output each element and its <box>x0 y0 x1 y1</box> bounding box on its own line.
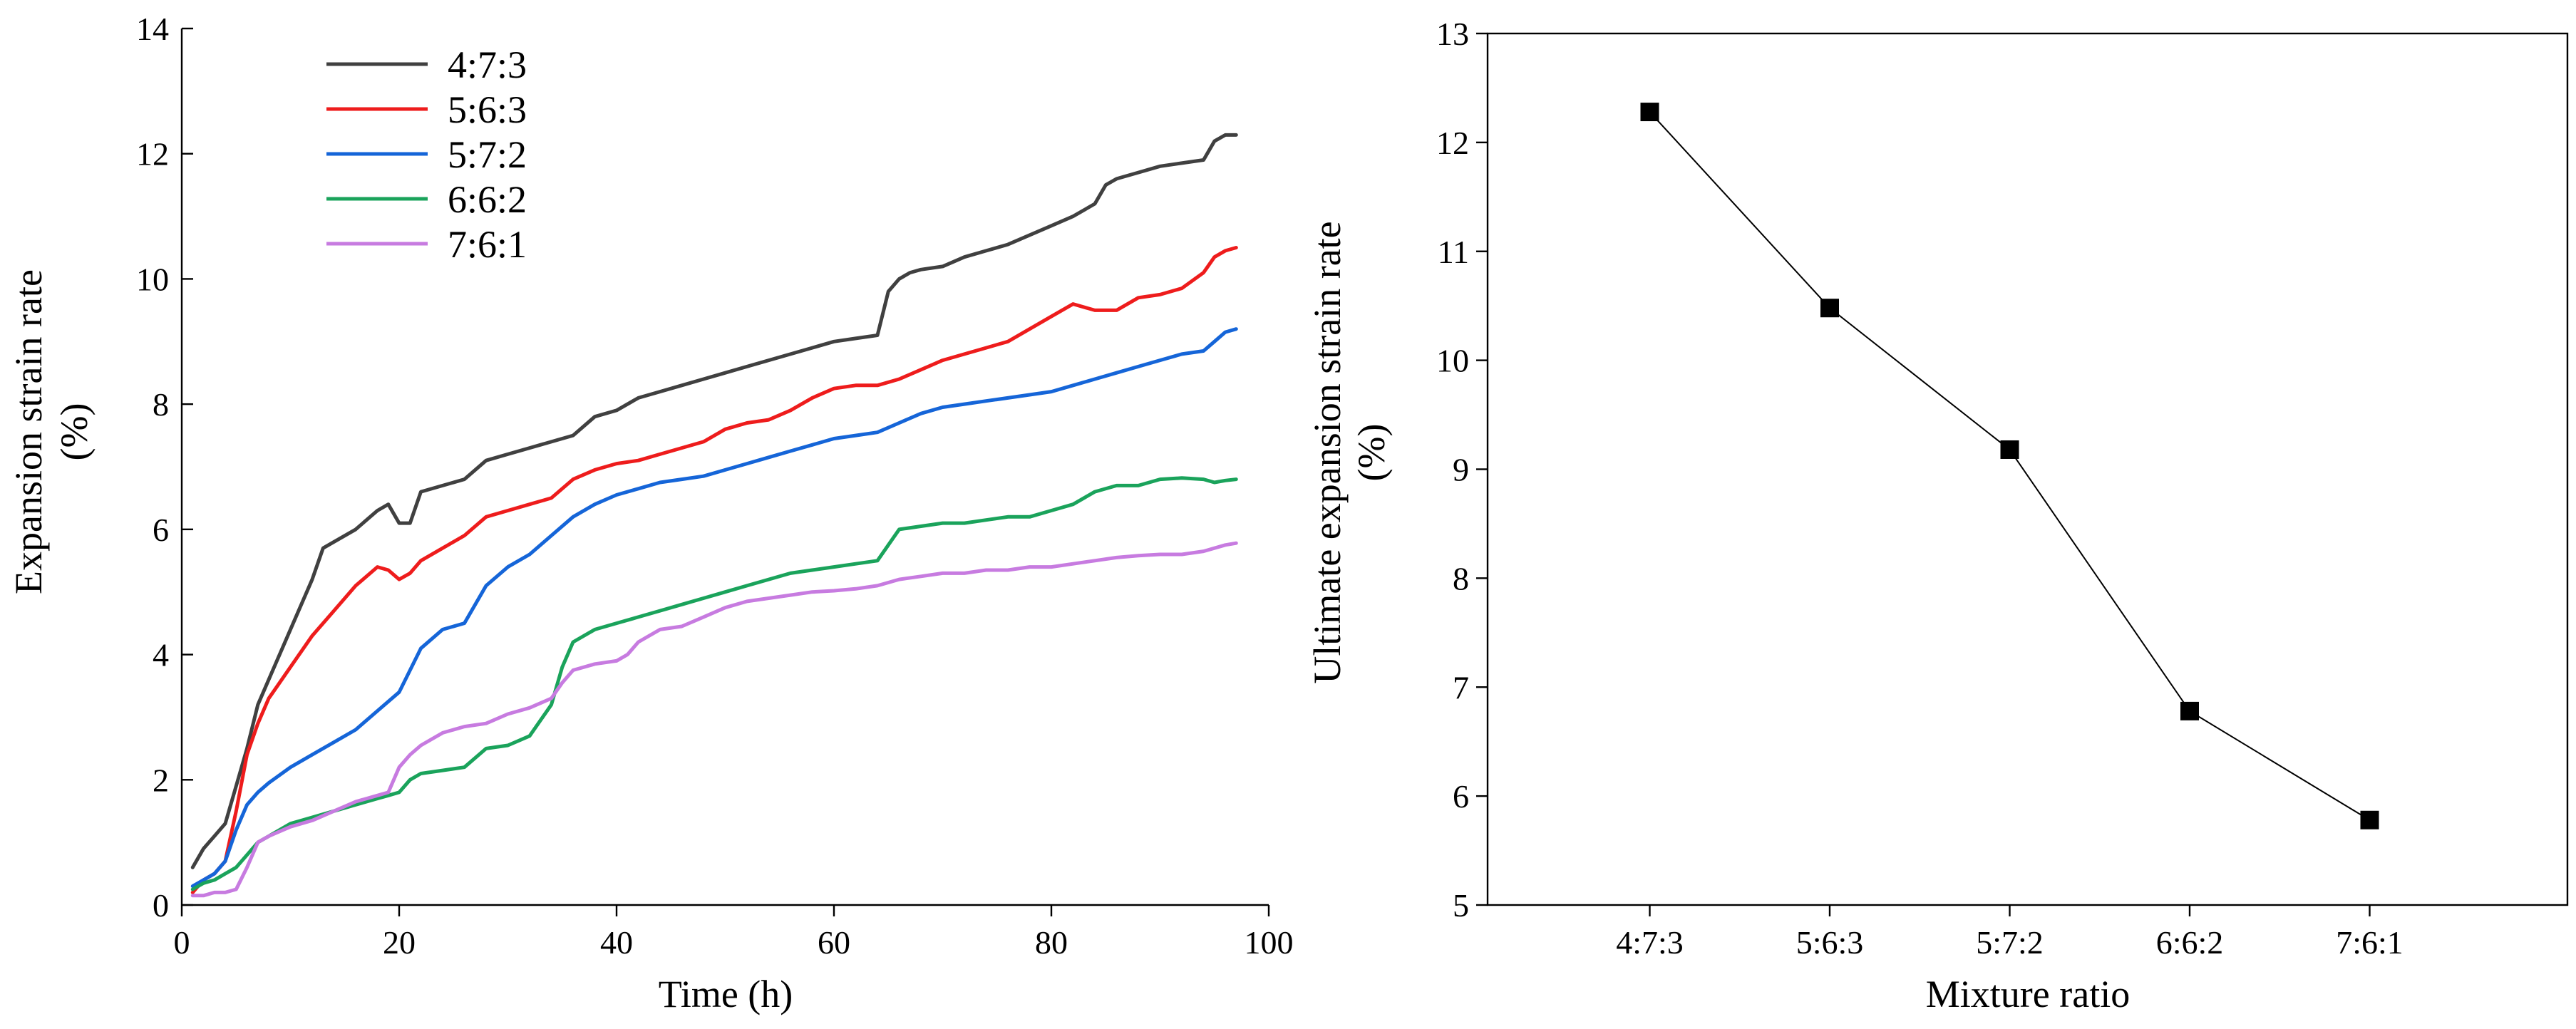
right-x-tick-label-4: 7:6:1 <box>2336 924 2404 961</box>
right-marker-2 <box>2000 440 2019 459</box>
right-y-tick-label-6: 11 <box>1438 234 1469 270</box>
right-line-group <box>1649 111 2371 821</box>
left-x-tick-label-0: 0 <box>174 924 190 961</box>
right-marker-4 <box>2360 810 2379 829</box>
right-y-tick-label-0: 5 <box>1453 887 1469 924</box>
left-series-group <box>190 133 1238 898</box>
right-y-tick-label-1: 6 <box>1453 778 1469 815</box>
right-x-axis-title: Mixture ratio <box>1926 973 2130 1015</box>
right-y-tick-label-4: 9 <box>1453 452 1469 488</box>
left-x-tick-label-1: 20 <box>383 924 416 961</box>
series-line-2 <box>190 327 1238 889</box>
left-x-tick-label-5: 100 <box>1245 924 1294 961</box>
right-marker-1 <box>1820 299 1839 318</box>
left-y-axis-unit: (%) <box>53 403 96 461</box>
left-x-axis-title: Time (h) <box>659 973 793 1015</box>
series-line-3 <box>190 476 1238 891</box>
right-x-tick-label-2: 5:7:2 <box>1976 924 2044 961</box>
left-y-tick-label-3: 6 <box>153 512 169 548</box>
right-marker-3 <box>2180 701 2199 720</box>
series-line-0 <box>190 133 1238 869</box>
right-markers-group <box>1640 103 2379 829</box>
legend-label-0: 4:7:3 <box>448 43 527 86</box>
left-y-tick-label-4: 8 <box>153 386 169 423</box>
left-y-tick-label-5: 10 <box>136 261 169 297</box>
left-y-axis-title: Expansion strain rate <box>7 269 50 594</box>
left-x-ticks: 0 20 40 60 80 100 <box>174 905 1294 961</box>
left-y-ticks: 0 2 4 6 8 10 12 14 <box>136 11 193 924</box>
left-legend: 4:7:35:6:35:7:26:6:27:6:1 <box>326 43 527 266</box>
left-y-tick-label-1: 2 <box>153 762 169 798</box>
left-x-tick-label-2: 40 <box>600 924 633 961</box>
right-marker-0 <box>1640 103 1659 122</box>
right-x-tick-label-0: 4:7:3 <box>1616 924 1684 961</box>
series-line-4 <box>190 541 1238 898</box>
right-x-ticks: 4:7:3 5:6:3 5:7:2 6:6:2 7:6:1 <box>1616 905 2404 961</box>
right-y-tick-label-8: 13 <box>1436 16 1469 52</box>
right-y-axis-title: Ultimate expansion strain rate <box>1306 221 1349 683</box>
left-x-tick-label-3: 60 <box>818 924 850 961</box>
legend-label-4: 7:6:1 <box>448 223 527 266</box>
right-y-tick-label-5: 10 <box>1436 343 1469 379</box>
right-y-axis-unit: (%) <box>1350 424 1393 482</box>
legend-label-1: 5:6:3 <box>448 88 527 131</box>
right-y-tick-label-7: 12 <box>1436 125 1469 161</box>
right-plot-frame <box>1486 32 2569 906</box>
legend-label-3: 6:6:2 <box>448 178 527 221</box>
series-line-1 <box>190 246 1238 894</box>
left-chart: 0 2 4 6 8 10 12 14 0 20 40 60 80 100 Time (h) Expans… <box>7 11 1294 1015</box>
right-series-line <box>1649 111 2371 821</box>
right-x-tick-label-1: 5:6:3 <box>1796 924 1864 961</box>
right-y-ticks: 5 6 7 8 9 10 11 12 13 <box>1436 16 1488 924</box>
right-y-tick-label-3: 8 <box>1453 560 1469 596</box>
left-y-tick-label-2: 4 <box>153 637 169 673</box>
right-y-tick-label-2: 7 <box>1453 669 1469 705</box>
left-y-tick-label-6: 12 <box>136 136 169 172</box>
legend-label-2: 5:7:2 <box>448 133 527 176</box>
right-x-tick-label-3: 6:6:2 <box>2156 924 2224 961</box>
left-y-tick-label-0: 0 <box>153 887 169 924</box>
left-y-tick-label-7: 14 <box>136 11 169 47</box>
left-x-tick-label-4: 80 <box>1035 924 1068 961</box>
